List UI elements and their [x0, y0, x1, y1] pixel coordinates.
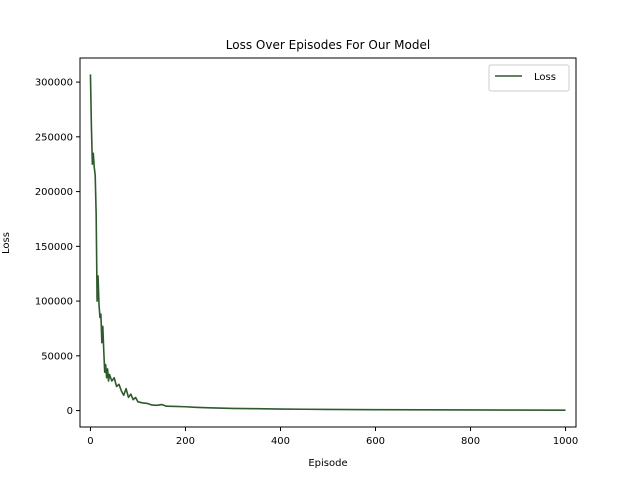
- x-tick-label: 400: [271, 436, 290, 447]
- y-axis-label: Loss: [1, 232, 12, 254]
- legend-label-loss: Loss: [534, 72, 556, 83]
- y-tick-label: 250000: [35, 132, 73, 143]
- series-line-loss: [89, 74, 566, 411]
- y-axis: 0 50000 100000 150000 200000 250000 300000: [35, 78, 80, 417]
- axes-frame: [79, 57, 577, 428]
- plot-area: [89, 74, 566, 411]
- y-tick-label: 300000: [35, 78, 73, 89]
- x-tick-label: 0: [87, 436, 93, 447]
- legend-box: [488, 64, 570, 92]
- x-axis: 0 200 400 600 800 1000: [87, 427, 578, 447]
- legend: Loss: [488, 64, 570, 92]
- y-tick-label: 200000: [35, 187, 73, 198]
- x-tick-label: 600: [366, 436, 385, 447]
- x-axis-label: Episode: [308, 458, 347, 469]
- y-tick-label: 50000: [41, 351, 73, 362]
- x-tick-label: 800: [461, 436, 480, 447]
- x-tick-label: 200: [176, 436, 195, 447]
- y-tick-label: 150000: [35, 242, 73, 253]
- y-tick-label: 100000: [35, 297, 73, 308]
- x-tick-label: 1000: [553, 436, 578, 447]
- y-tick-label: 0: [67, 406, 73, 417]
- chart-title: Loss Over Episodes For Our Model: [226, 38, 430, 52]
